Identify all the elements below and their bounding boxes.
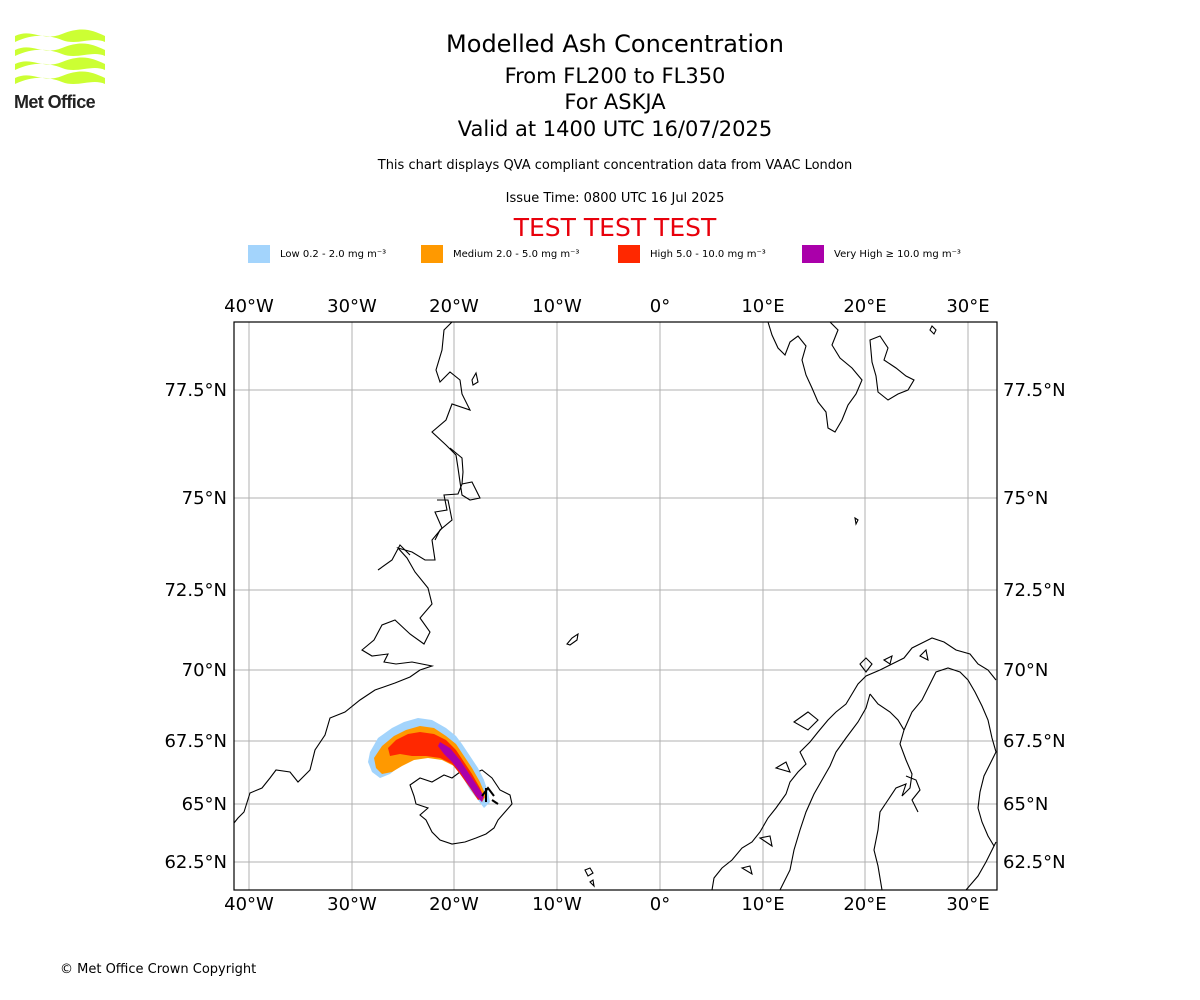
legend-item-medium: Medium 2.0 - 5.0 mg m⁻³	[421, 244, 579, 264]
chart-description: This chart displays QVA compliant concen…	[377, 158, 853, 173]
legend-item-low: Low 0.2 - 2.0 mg m⁻³	[248, 244, 386, 264]
lon-tick-bottom: 0°	[650, 894, 670, 915]
ash-map: 40°W 30°W 20°W 10°W 0° 10°E 20°E 30°E 40…	[164, 296, 1066, 915]
coastlines	[233, 321, 997, 891]
lon-tick-top: 20°W	[429, 296, 479, 317]
volcano-subtitle: For ASKJA	[564, 90, 666, 114]
valid-time-subtitle: Valid at 1400 UTC 16/07/2025	[457, 117, 773, 141]
legend-item-very-high: Very High ≥ 10.0 mg m⁻³	[802, 244, 961, 264]
lon-tick-bottom: 30°W	[327, 894, 377, 915]
lat-tick-left: 72.5°N	[164, 580, 227, 601]
lon-tick-bottom: 20°E	[843, 894, 886, 915]
legend-swatch-low	[248, 245, 270, 263]
lat-ticks-left: 62.5°N 65°N 67.5°N 70°N 72.5°N 75°N 77.5…	[164, 380, 227, 873]
issue-time: Issue Time: 0800 UTC 16 Jul 2025	[505, 191, 725, 206]
lat-tick-left: 67.5°N	[164, 731, 227, 752]
map-frame	[233, 321, 998, 891]
ash-very-high-region	[438, 742, 484, 802]
iceland-coastline	[409, 769, 513, 845]
lat-tick-right: 67.5°N	[1003, 731, 1066, 752]
chart-title: Modelled Ash Concentration	[446, 30, 784, 58]
lon-tick-top: 0°	[650, 296, 670, 317]
lon-tick-top: 40°W	[224, 296, 274, 317]
lon-ticks-top: 40°W 30°W 20°W 10°W 0° 10°E 20°E 30°E	[224, 296, 989, 317]
lon-tick-bottom: 40°W	[224, 894, 274, 915]
legend-label-very-high: Very High ≥ 10.0 mg m⁻³	[834, 248, 961, 260]
lon-tick-top: 20°E	[843, 296, 886, 317]
lon-tick-top: 10°W	[532, 296, 582, 317]
lon-tick-bottom: 20°W	[429, 894, 479, 915]
lat-tick-left: 65°N	[182, 794, 227, 815]
legend-label-low: Low 0.2 - 2.0 mg m⁻³	[280, 248, 387, 260]
lon-ticks-bottom: 40°W 30°W 20°W 10°W 0° 10°E 20°E 30°E	[224, 894, 989, 915]
lat-ticks-right: 62.5°N 65°N 67.5°N 70°N 72.5°N 75°N 77.5…	[1003, 380, 1066, 873]
lat-tick-right: 75°N	[1003, 488, 1048, 509]
lat-tick-left: 77.5°N	[164, 380, 227, 401]
svalbard-coastline	[767, 321, 863, 433]
lon-tick-top: 30°W	[327, 296, 377, 317]
met-office-logo-icon	[15, 29, 105, 84]
lat-tick-right: 70°N	[1003, 660, 1048, 681]
lat-tick-right: 72.5°N	[1003, 580, 1066, 601]
norway-coastline	[711, 637, 997, 891]
jan-mayen-coastline	[566, 632, 579, 646]
lat-tick-right: 77.5°N	[1003, 380, 1066, 401]
legend-swatch-high	[618, 245, 640, 263]
copyright-notice: © Met Office Crown Copyright	[60, 962, 257, 977]
flight-level-subtitle: From FL200 to FL350	[504, 64, 726, 88]
lon-tick-top: 10°E	[741, 296, 784, 317]
lat-tick-right: 62.5°N	[1003, 852, 1066, 873]
ash-plume	[368, 718, 499, 808]
lon-tick-bottom: 10°W	[532, 894, 582, 915]
legend-label-high: High 5.0 - 10.0 mg m⁻³	[650, 248, 766, 260]
greenland-coastline	[233, 321, 481, 824]
test-banner: TEST TEST TEST	[513, 213, 717, 242]
map-gridlines	[234, 322, 997, 890]
legend-item-high: High 5.0 - 10.0 mg m⁻³	[618, 244, 766, 264]
askja-volcano-marker	[481, 786, 499, 805]
logo-text: Met Office	[14, 92, 96, 112]
legend-swatch-very-high	[802, 245, 824, 263]
lon-tick-top: 30°E	[946, 296, 989, 317]
ash-high-region	[388, 732, 484, 800]
lon-tick-bottom: 30°E	[946, 894, 989, 915]
lat-tick-left: 70°N	[182, 660, 227, 681]
legend-label-medium: Medium 2.0 - 5.0 mg m⁻³	[453, 248, 580, 260]
lon-tick-bottom: 10°E	[741, 894, 784, 915]
legend-swatch-medium	[421, 245, 443, 263]
lat-tick-left: 75°N	[182, 488, 227, 509]
lat-tick-left: 62.5°N	[164, 852, 227, 873]
lat-tick-right: 65°N	[1003, 794, 1048, 815]
